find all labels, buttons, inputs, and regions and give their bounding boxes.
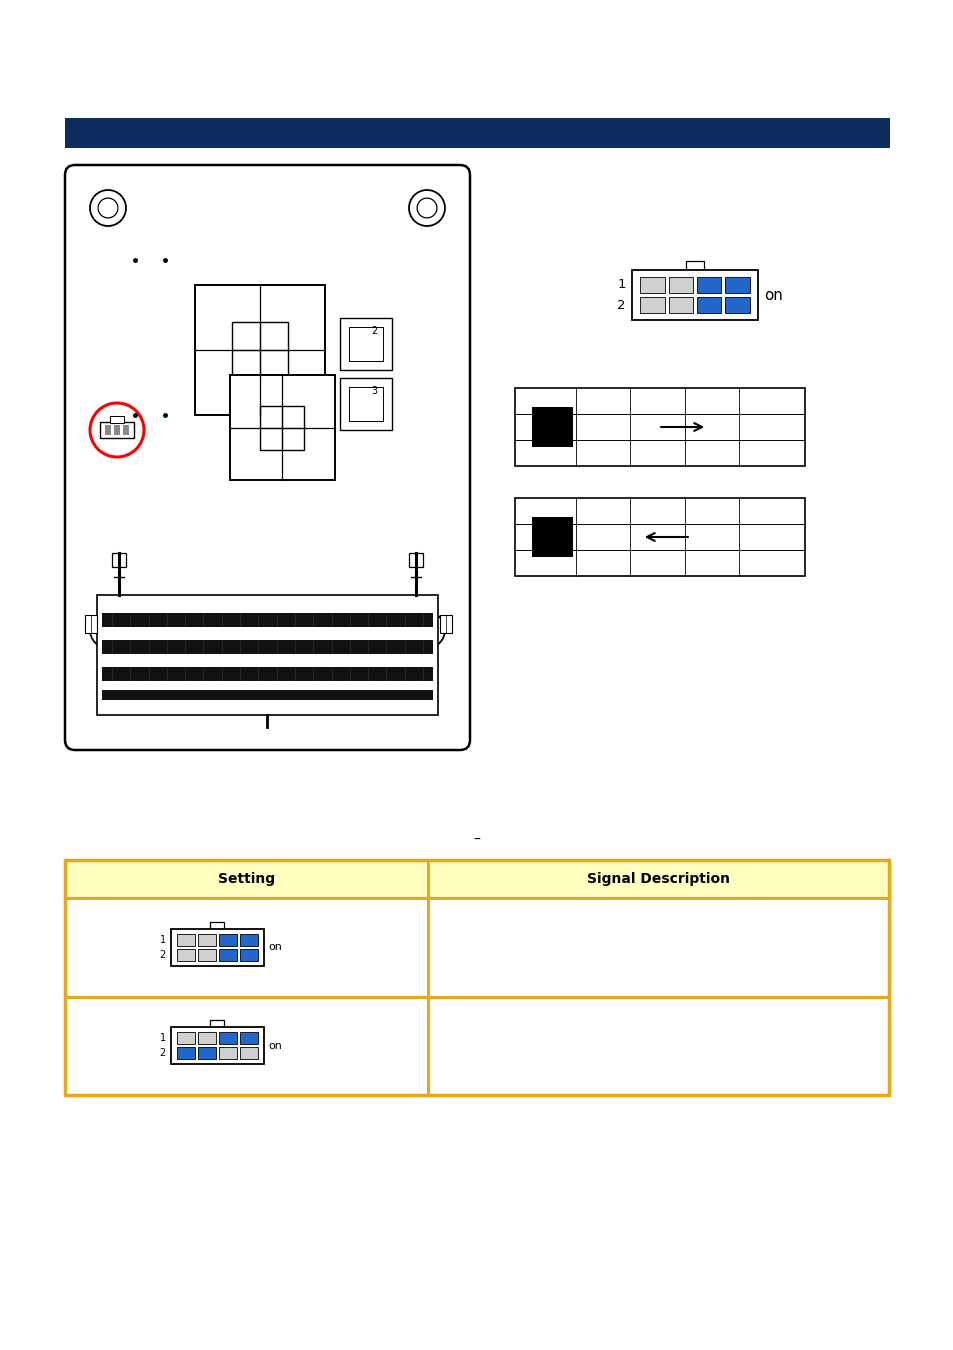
- Text: 2: 2: [371, 325, 376, 336]
- Circle shape: [98, 198, 118, 217]
- Bar: [65, 898, 888, 996]
- Bar: [102, 613, 433, 626]
- Text: on: on: [269, 942, 282, 952]
- Polygon shape: [112, 554, 126, 567]
- Bar: [668, 277, 692, 293]
- Bar: [102, 640, 433, 653]
- Bar: [685, 261, 703, 270]
- Bar: [171, 1027, 263, 1064]
- Bar: [65, 860, 888, 898]
- Bar: [218, 1033, 236, 1045]
- Text: on: on: [269, 1041, 282, 1050]
- Bar: [105, 425, 111, 435]
- Text: 1: 1: [159, 934, 166, 945]
- Circle shape: [416, 620, 436, 640]
- Text: 3: 3: [371, 386, 376, 396]
- Bar: [239, 949, 257, 961]
- Bar: [260, 405, 304, 450]
- Bar: [194, 285, 325, 414]
- Bar: [639, 277, 664, 293]
- Bar: [110, 416, 124, 423]
- Polygon shape: [409, 554, 422, 567]
- Circle shape: [409, 612, 444, 648]
- Text: 2: 2: [617, 298, 625, 312]
- Bar: [439, 616, 452, 633]
- Bar: [532, 406, 573, 447]
- Bar: [102, 690, 433, 701]
- Bar: [639, 297, 664, 313]
- Bar: [65, 996, 888, 1095]
- Bar: [123, 425, 129, 435]
- Bar: [668, 297, 692, 313]
- Text: 2: 2: [159, 950, 166, 960]
- Bar: [724, 277, 749, 293]
- Text: Signal Description: Signal Description: [586, 872, 729, 886]
- Bar: [724, 297, 749, 313]
- Bar: [65, 117, 889, 148]
- Bar: [176, 1033, 194, 1045]
- Bar: [197, 1033, 215, 1045]
- Bar: [65, 860, 888, 1095]
- Bar: [176, 1048, 194, 1060]
- Bar: [102, 667, 433, 680]
- Bar: [100, 423, 133, 437]
- Bar: [218, 934, 236, 946]
- Bar: [239, 1033, 257, 1045]
- Circle shape: [409, 190, 444, 225]
- Text: on: on: [763, 288, 782, 302]
- Bar: [339, 378, 392, 431]
- Bar: [97, 595, 437, 716]
- Bar: [113, 425, 120, 435]
- FancyBboxPatch shape: [65, 165, 470, 751]
- Bar: [176, 949, 194, 961]
- Bar: [171, 929, 263, 965]
- Polygon shape: [313, 404, 325, 414]
- Bar: [515, 387, 804, 466]
- Bar: [218, 1048, 236, 1060]
- Text: 2: 2: [159, 1048, 166, 1058]
- Circle shape: [416, 198, 436, 217]
- Bar: [515, 498, 804, 576]
- Text: –: –: [473, 833, 480, 846]
- Bar: [697, 277, 720, 293]
- Circle shape: [98, 620, 118, 640]
- Bar: [239, 1048, 257, 1060]
- Bar: [197, 1048, 215, 1060]
- Bar: [232, 323, 288, 378]
- Bar: [218, 949, 236, 961]
- Bar: [85, 616, 97, 633]
- Circle shape: [90, 612, 126, 648]
- Bar: [176, 934, 194, 946]
- Bar: [349, 387, 382, 421]
- Bar: [239, 934, 257, 946]
- Text: 1: 1: [159, 1033, 166, 1044]
- Text: 1: 1: [617, 278, 625, 292]
- Bar: [349, 327, 382, 360]
- Bar: [632, 270, 757, 320]
- Circle shape: [90, 190, 126, 225]
- Bar: [697, 297, 720, 313]
- Bar: [339, 319, 392, 370]
- Bar: [210, 1021, 224, 1027]
- Bar: [230, 375, 335, 481]
- Text: Setting: Setting: [217, 872, 274, 886]
- Bar: [197, 934, 215, 946]
- Bar: [197, 949, 215, 961]
- Bar: [532, 517, 573, 558]
- Bar: [210, 922, 224, 929]
